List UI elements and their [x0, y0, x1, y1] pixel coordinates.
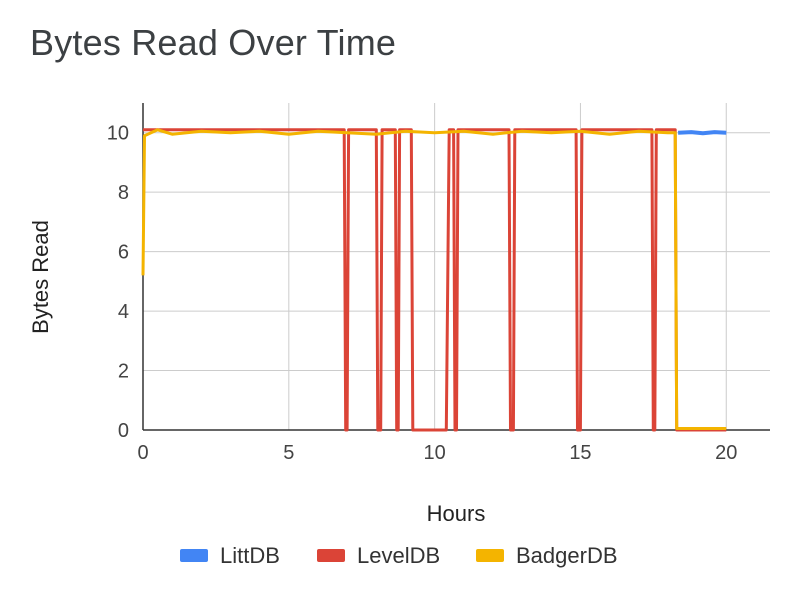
legend-label-badgerdb: BadgerDB [516, 543, 618, 568]
series-layer [141, 128, 727, 432]
series-line-leveldb [143, 128, 727, 432]
x-tick-label: 0 [137, 442, 148, 464]
legend-label-littdb: LittDB [220, 543, 280, 568]
x-tick-label: 10 [424, 442, 446, 464]
y-tick-label: 8 [118, 182, 129, 204]
series-line-badgerdb [141, 128, 727, 430]
x-tick-label: 15 [569, 442, 591, 464]
y-tick-label: 2 [118, 361, 129, 383]
x-axis-title: Hours [427, 501, 486, 526]
y-tick-label: 4 [118, 301, 129, 323]
x-tick-label: 20 [715, 442, 737, 464]
y-tick-label: 10 [107, 123, 129, 145]
y-tick-label: 0 [118, 420, 129, 442]
y-axis-title: Bytes Read [28, 220, 53, 334]
legend-swatch-leveldb [317, 549, 345, 562]
chart-title: Bytes Read Over Time [30, 22, 397, 63]
y-tick-label: 6 [118, 242, 129, 264]
legend-swatch-badgerdb [476, 549, 504, 562]
tick-layer: 0 5 10 15 20 0 2 4 6 8 10 [107, 123, 738, 464]
series-line-littdb [678, 130, 727, 136]
x-tick-label: 5 [283, 442, 294, 464]
legend-label-leveldb: LevelDB [357, 543, 440, 568]
legend-swatch-littdb [180, 549, 208, 562]
legend: LittDB LevelDB BadgerDB [180, 543, 618, 568]
